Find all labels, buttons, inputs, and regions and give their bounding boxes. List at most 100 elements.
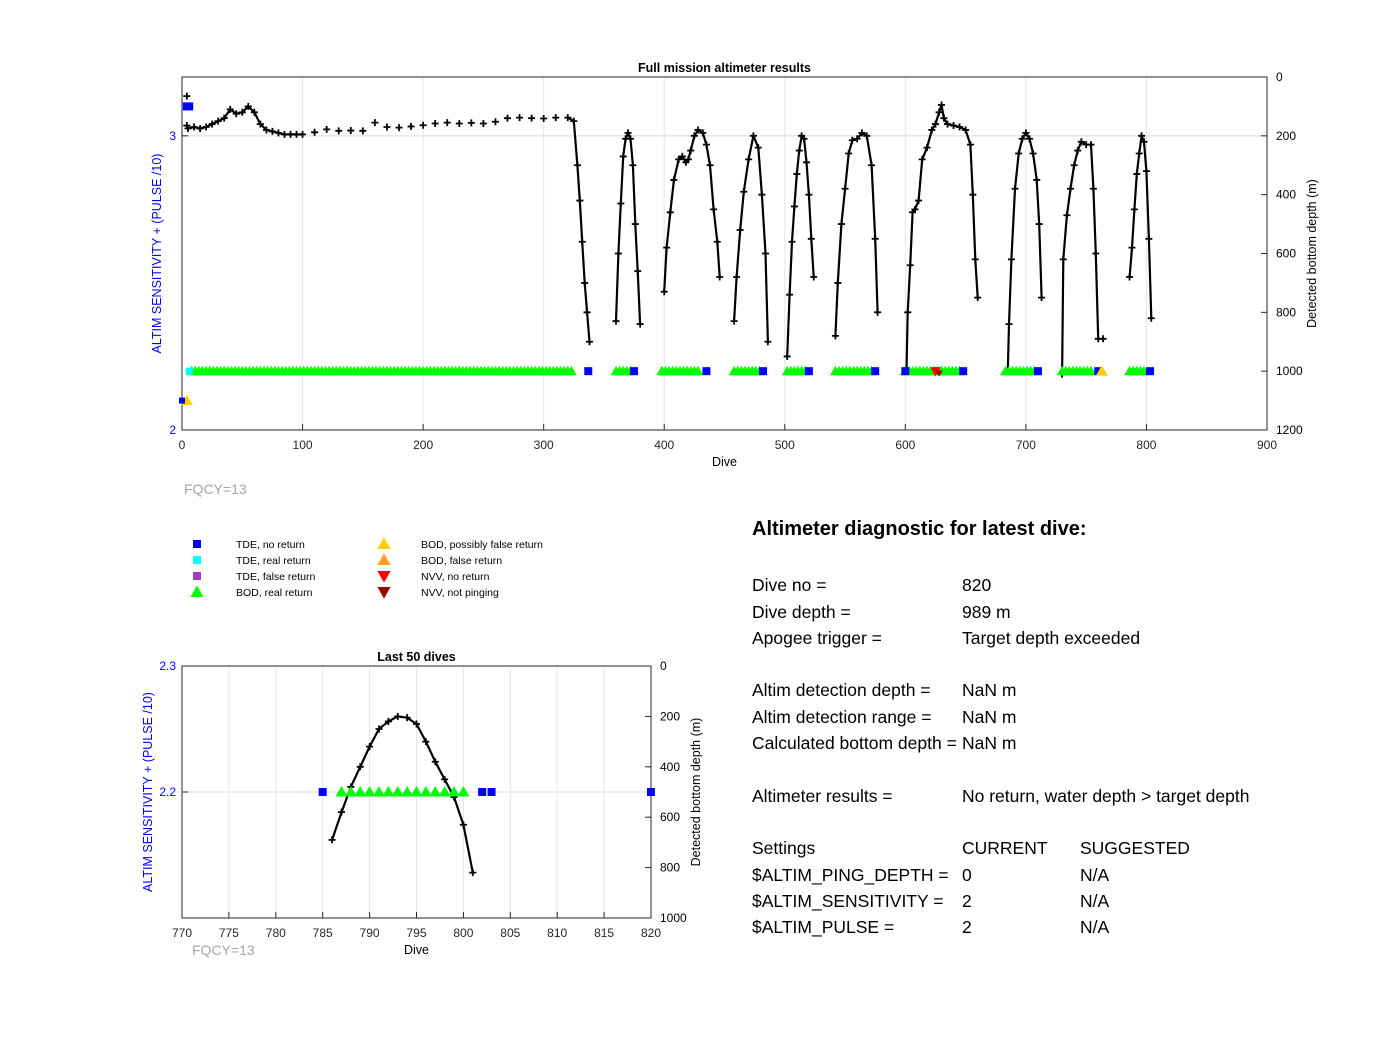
depth-point	[232, 110, 240, 118]
bod-real-return-marker	[692, 365, 704, 376]
depth-point	[394, 712, 402, 720]
depth-point	[1140, 138, 1148, 146]
depth-point	[962, 126, 970, 134]
ping-depth-label: $ALTIM_PING_DEPTH =	[752, 864, 949, 885]
depth-point	[1126, 273, 1134, 281]
sensitivity-row: $ALTIM_SENSITIVITY = 2 N/A	[752, 888, 1392, 914]
chart-title: Last 50 dives	[377, 650, 456, 664]
legend-triangle-up-icon	[377, 553, 391, 565]
depth-point	[783, 352, 791, 360]
depth-point	[337, 808, 345, 816]
depth-point	[583, 308, 591, 316]
depth-point	[795, 147, 803, 155]
depth-point	[1147, 314, 1155, 322]
y-right-tick-label: 0	[1276, 70, 1283, 84]
bod-real-return-marker	[1085, 365, 1097, 376]
depth-point	[716, 273, 724, 281]
legend-item: NVV, not pinging	[377, 587, 499, 599]
depth-point	[1077, 138, 1085, 146]
depth-point	[1130, 205, 1138, 213]
diagnostic-title: Altimeter diagnostic for latest dive:	[752, 518, 1087, 540]
depth-point	[516, 114, 524, 122]
depth-point	[845, 149, 853, 157]
depth-point	[422, 738, 430, 746]
depth-point	[831, 332, 839, 340]
tde-no-return-marker	[1146, 367, 1155, 376]
depth-point	[938, 101, 945, 109]
tde-no-return-marker	[487, 788, 496, 796]
depth-trace	[185, 104, 1153, 375]
legend-item: NVV, no return	[377, 571, 490, 583]
bod-real-return-marker	[457, 786, 470, 797]
depth-point	[1026, 135, 1034, 143]
depth-point	[1142, 167, 1150, 175]
depth-point	[841, 185, 849, 193]
bod-real-return-marker	[391, 786, 404, 797]
nvv-not-pinging-marker	[935, 370, 943, 377]
legend-label: TDE, false return	[236, 571, 316, 583]
detection-range-label: Altim detection range =	[752, 706, 932, 727]
sensitivity-suggested: N/A	[1080, 890, 1110, 911]
bod-possibly-false-marker	[1095, 365, 1108, 376]
tde-no-return-marker	[318, 788, 327, 796]
results-label: Altimeter results =	[752, 785, 893, 806]
depth-point	[923, 144, 931, 152]
detection-depth-row: Altim detection depth = NaN m	[752, 677, 1392, 703]
tde-real-return-marker	[185, 367, 193, 375]
legend-label: NVV, no return	[421, 571, 490, 583]
depth-point	[629, 161, 637, 169]
depth-point	[745, 155, 753, 163]
depth-point	[710, 205, 718, 213]
y-right-axis-label: Detected bottom depth (m)	[1305, 179, 1319, 328]
x-tick-label: 800	[1136, 438, 1156, 452]
settings-label: Settings	[752, 838, 816, 859]
legend-square-icon	[193, 572, 201, 580]
bod-real-return-marker	[401, 786, 414, 797]
x-tick-label: 500	[775, 438, 795, 452]
depth-point	[431, 758, 439, 766]
depth-point	[915, 197, 923, 205]
depth-point	[371, 119, 379, 127]
last-50-dives-chart: 770 775 780 785 790 795 800 805 810 815 820 2.2 2.3 0…	[141, 650, 703, 958]
depth-point	[837, 220, 845, 228]
depth-point	[504, 114, 511, 122]
depth-point	[1099, 335, 1107, 343]
depth-point	[356, 763, 364, 771]
depth-point	[183, 92, 191, 100]
depth-point	[1074, 147, 1082, 155]
ping-depth-row: $ALTIM_PING_DEPTH = 0 N/A	[752, 862, 1392, 888]
x-axis-label: Dive	[712, 455, 737, 469]
depth-point	[614, 250, 622, 257]
depth-point	[966, 141, 974, 149]
detection-depth-value: NaN m	[962, 680, 1017, 701]
depth-point	[626, 135, 634, 143]
depth-point	[950, 122, 958, 130]
y-left-tick-label: 3	[169, 129, 176, 143]
depth-point	[323, 125, 331, 133]
depth-point	[800, 135, 808, 143]
depth-point	[274, 129, 282, 137]
tde-no-return-marker	[804, 367, 813, 376]
depth-point	[250, 108, 258, 116]
depth-point	[871, 235, 879, 243]
depth-point	[636, 320, 644, 328]
depth-point	[1145, 235, 1153, 243]
apogee-row: Apogee trigger = Target depth exceeded	[752, 625, 1392, 651]
depth-point	[1018, 135, 1026, 143]
tde-no-return-marker	[647, 788, 655, 796]
fqcy-note: FQCY=13	[184, 481, 247, 497]
depth-point	[740, 188, 748, 196]
dive-no-label: Dive no =	[752, 575, 827, 596]
legend-label: BOD, false return	[421, 555, 502, 567]
x-tick-label: 0	[179, 438, 186, 452]
depth-point	[528, 114, 536, 122]
sensitivity-current: 2	[962, 890, 972, 911]
depth-point	[256, 120, 264, 128]
depth-point	[931, 120, 939, 128]
x-tick-label: 200	[413, 438, 433, 452]
depth-point	[1070, 161, 1078, 169]
depth-point	[419, 121, 427, 129]
depth-point	[1066, 185, 1074, 193]
tde-no-return-marker	[1033, 367, 1042, 376]
depth-point	[214, 117, 222, 125]
